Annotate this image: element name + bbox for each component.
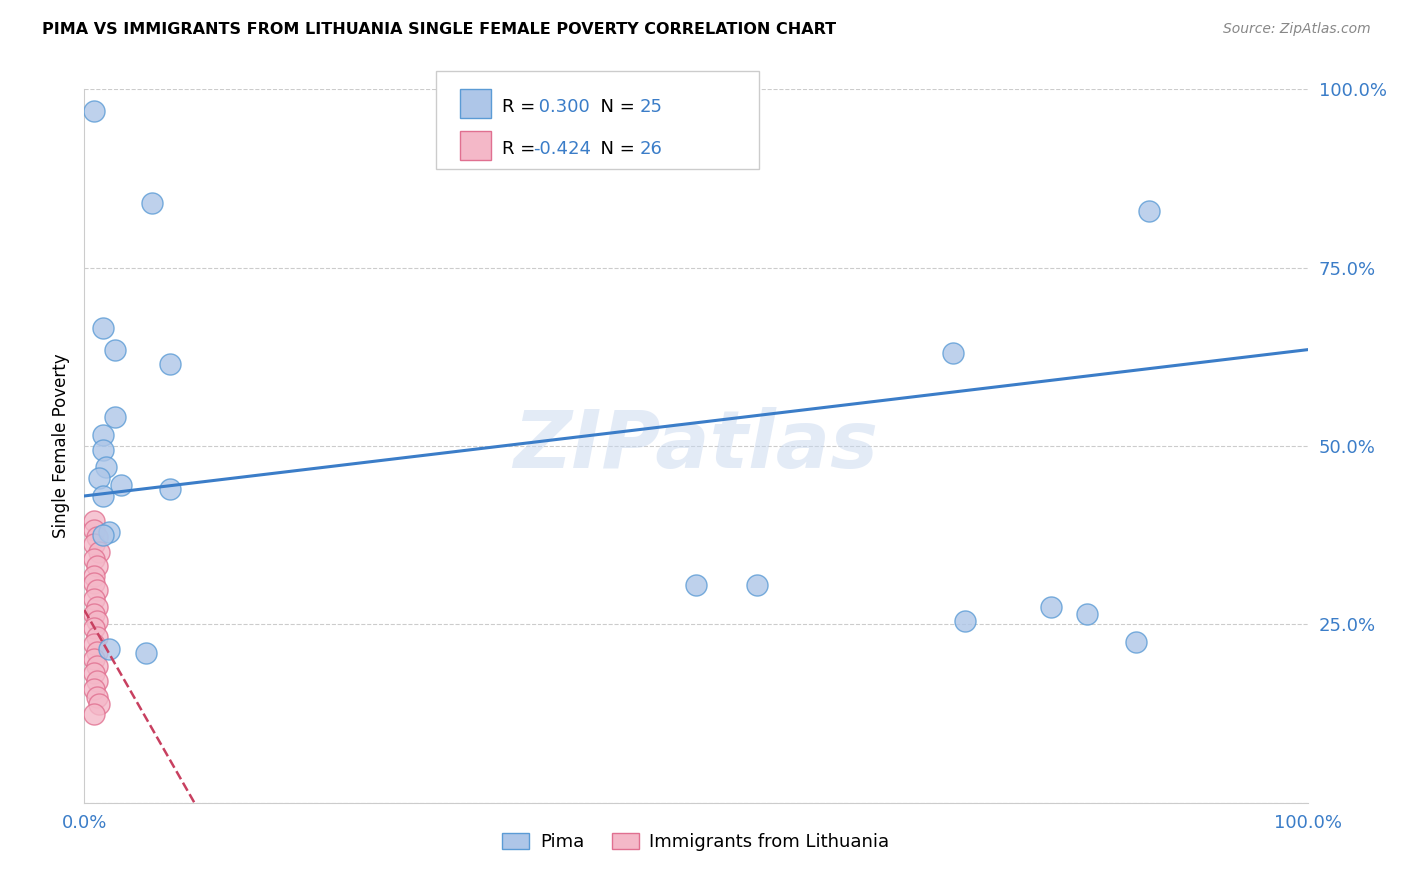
- Point: [104, 410, 127, 425]
- Point: [86, 630, 108, 644]
- Point: [96, 460, 118, 475]
- Point: [83, 569, 105, 583]
- Point: [1125, 635, 1147, 649]
- Point: [87, 544, 110, 558]
- Text: -0.424: -0.424: [533, 140, 591, 158]
- Point: [91, 489, 114, 503]
- Point: [86, 558, 108, 573]
- Point: [83, 621, 105, 635]
- Point: [83, 665, 105, 680]
- Point: [83, 514, 105, 528]
- Point: [83, 651, 105, 665]
- Text: Source: ZipAtlas.com: Source: ZipAtlas.com: [1223, 22, 1371, 37]
- Text: 0.300: 0.300: [533, 98, 589, 116]
- Point: [86, 644, 108, 658]
- Point: [83, 607, 105, 621]
- Point: [83, 551, 105, 566]
- Point: [104, 343, 127, 357]
- Point: [159, 357, 181, 371]
- Text: N =: N =: [589, 98, 641, 116]
- Point: [97, 642, 120, 657]
- Point: [83, 681, 105, 696]
- Point: [83, 576, 105, 591]
- Point: [83, 523, 105, 537]
- Point: [141, 196, 163, 211]
- Point: [1076, 607, 1098, 621]
- Point: [86, 614, 108, 628]
- Text: PIMA VS IMMIGRANTS FROM LITHUANIA SINGLE FEMALE POVERTY CORRELATION CHART: PIMA VS IMMIGRANTS FROM LITHUANIA SINGLE…: [42, 22, 837, 37]
- Point: [685, 578, 707, 592]
- Y-axis label: Single Female Poverty: Single Female Poverty: [52, 354, 70, 538]
- Point: [159, 482, 181, 496]
- Point: [83, 592, 105, 607]
- Point: [83, 706, 105, 721]
- Point: [135, 646, 157, 660]
- Point: [97, 524, 120, 539]
- Point: [83, 537, 105, 551]
- Point: [86, 599, 108, 614]
- Text: ZIPatlas: ZIPatlas: [513, 407, 879, 485]
- Point: [91, 428, 114, 442]
- Text: 26: 26: [640, 140, 662, 158]
- Point: [942, 346, 965, 360]
- Point: [86, 674, 108, 689]
- Point: [86, 690, 108, 705]
- Text: 25: 25: [640, 98, 662, 116]
- Point: [87, 698, 110, 712]
- Text: R =: R =: [502, 140, 541, 158]
- Point: [86, 583, 108, 598]
- Point: [1039, 599, 1062, 614]
- Point: [953, 614, 976, 628]
- Point: [83, 637, 105, 651]
- Legend: Pima, Immigrants from Lithuania: Pima, Immigrants from Lithuania: [495, 825, 897, 858]
- Point: [87, 471, 110, 485]
- Point: [110, 478, 132, 492]
- Point: [1137, 203, 1160, 218]
- Point: [86, 658, 108, 673]
- Text: R =: R =: [502, 98, 541, 116]
- Point: [747, 578, 769, 592]
- Point: [83, 103, 105, 118]
- Point: [91, 442, 114, 457]
- Point: [91, 528, 114, 542]
- Point: [86, 530, 108, 544]
- Point: [91, 321, 114, 335]
- Text: N =: N =: [589, 140, 641, 158]
